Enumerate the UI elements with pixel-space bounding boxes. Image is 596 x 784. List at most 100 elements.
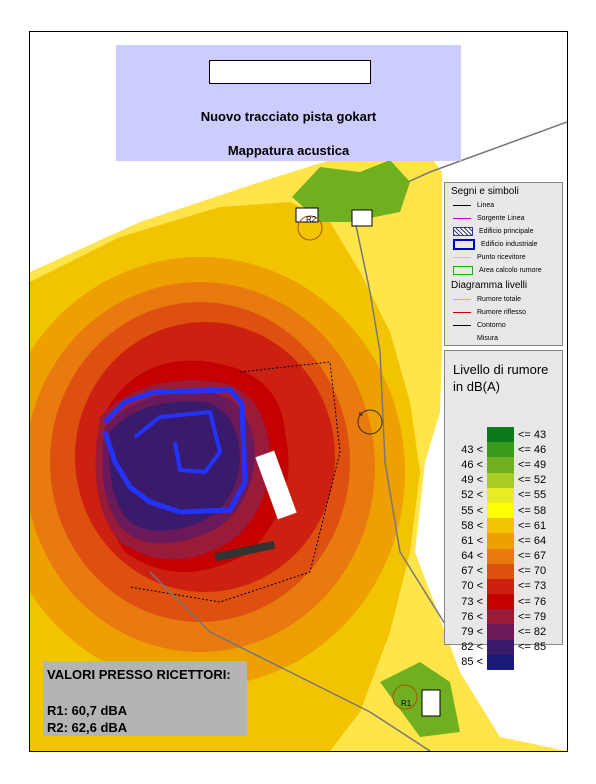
noise-band-upper: <= 76	[518, 595, 547, 608]
noise-band-swatch	[487, 654, 514, 670]
noise-band-swatch	[487, 442, 514, 458]
noise-band-upper: <= 82	[518, 626, 547, 639]
noise-band: 61 < <= 64	[449, 533, 547, 549]
noise-band-swatch	[487, 487, 514, 503]
noise-band: 70 < <= 73	[449, 578, 546, 595]
symbol-row: Area calcolo rumore	[445, 264, 562, 277]
total-noise-symbol	[453, 299, 471, 300]
noise-band-lower: 52 <	[461, 489, 483, 502]
symbol-row: Punto ricevitore	[445, 251, 562, 264]
noise-band-upper: <= 46	[518, 443, 547, 456]
receiver-r2-value: R2: 62,6 dBA	[47, 720, 128, 735]
noise-band-upper: <= 64	[518, 534, 547, 547]
noise-band-upper: <= 85	[518, 641, 547, 654]
kart-track-inner	[133, 409, 223, 475]
noise-band-lower: 70 <	[461, 580, 483, 593]
noise-band-swatch	[487, 533, 514, 549]
noise-band-swatch	[487, 563, 514, 579]
symbol-row: Linea	[445, 199, 562, 212]
noise-band-upper: <= 67	[518, 550, 547, 563]
hatched-structure	[214, 540, 276, 562]
reflected-noise-symbol	[453, 312, 471, 313]
noise-band-lower: 58 <	[461, 519, 483, 532]
symbol-row: Rumore riflesso	[445, 306, 562, 319]
noise-band-lower: 43 <	[461, 443, 483, 456]
noise-band: 46 < <= 49	[449, 457, 547, 473]
noise-band-swatch	[487, 639, 514, 655]
noise-band-upper: <= 49	[518, 458, 547, 471]
noise-band-swatch	[487, 578, 514, 595]
noise-band: 64 < <= 67	[449, 548, 547, 564]
noise-band: 67 < <= 70	[449, 563, 546, 579]
noise-band: 79 < <= 82	[449, 624, 547, 640]
green-area-top	[292, 160, 410, 222]
project-title: Nuovo tracciato pista gokart	[200, 109, 377, 124]
noise-scale: <= 43 43 < <= 46 46 < <= 49 49 < <= 52 52 < <= 5…	[449, 427, 546, 670]
noise-band-lower: 73 <	[461, 595, 483, 608]
noise-band-upper: <= 52	[518, 474, 547, 487]
road-2	[149, 571, 431, 751]
symbol-row: Misura	[477, 335, 499, 342]
source-line-symbol	[453, 218, 471, 219]
symbol-row: Edificio industriale	[445, 238, 562, 251]
line-symbol	[453, 205, 471, 206]
building-r1	[421, 689, 441, 717]
symbols-heading: Segni e simboli	[451, 186, 519, 197]
noise-level-legend: Livello di rumore in dB(A) <= 43 43 < <= 4…	[444, 350, 563, 670]
noise-band-lower: 55 <	[461, 504, 483, 517]
receivers-box: VALORI PRESSO RICETTORI: R1: 60,7 dBA R2…	[43, 661, 247, 736]
symbol-row: Rumore totale	[445, 293, 562, 306]
building-r2	[295, 207, 319, 223]
noise-band-lower: 67 <	[461, 565, 483, 578]
symbol-row: Sorgente Linea	[445, 212, 562, 225]
noise-band: <= 43	[449, 427, 547, 443]
noise-band: 85 <	[449, 654, 546, 670]
kart-track	[102, 387, 248, 515]
noise-band: 73 < <= 76	[449, 594, 547, 610]
noise-band: 55 < <= 58	[449, 502, 547, 519]
noise-band-swatch	[487, 624, 514, 640]
noise-band-upper: <= 61	[518, 519, 547, 532]
receiver-point-symbol	[453, 257, 471, 258]
north-arrow-label: N	[359, 412, 363, 418]
noise-band: 49 < <= 52	[449, 472, 547, 488]
noise-band-swatch	[487, 594, 514, 610]
noise-band-lower: 61 <	[461, 534, 483, 547]
project-subtitle: Mappatura acustica	[227, 143, 350, 158]
symbol-row: Edificio principale	[445, 225, 562, 238]
r2-map-label: R2	[306, 215, 317, 224]
noise-band-swatch	[487, 472, 514, 488]
noise-band-upper: <= 43	[518, 428, 547, 441]
noise-band-lower: 82 <	[461, 641, 483, 654]
noise-band-swatch	[487, 457, 514, 473]
r2-marker	[297, 215, 323, 241]
noise-band: 58 < <= 61	[449, 518, 547, 534]
receiver-r1-value: R1: 60,7 dBA	[47, 703, 128, 718]
noise-band-lower: 46 <	[461, 458, 483, 471]
noise-band: 76 < <= 79	[449, 609, 546, 625]
noise-band-lower: 64 <	[461, 550, 483, 563]
r1-map-label: R1	[401, 699, 412, 708]
noise-band: 43 < <= 46	[449, 442, 547, 458]
r1-marker	[392, 684, 418, 710]
levels-heading: Diagramma livelli	[451, 280, 528, 291]
noise-band-upper: <= 55	[518, 489, 547, 502]
main-building-symbol	[453, 227, 473, 236]
map-frame: R2 R1 N Nuovo tracciato pista gokart Map…	[29, 31, 568, 752]
green-area-bottom	[380, 662, 460, 737]
noise-band-upper: <= 58	[518, 504, 547, 517]
noise-band: 82 < <= 85	[449, 639, 547, 655]
noise-band-swatch	[487, 427, 514, 443]
north-arrow	[357, 409, 383, 435]
noise-band-swatch	[487, 548, 514, 564]
noise-map: R2 R1 N	[30, 121, 567, 751]
noise-level-heading: Livello di rumore in dB(A)	[453, 362, 549, 394]
noise-band-lower: 76 <	[461, 610, 483, 623]
blank-field	[209, 60, 371, 84]
noise-band-lower: 49 <	[461, 474, 483, 487]
receivers-heading: VALORI PRESSO RICETTORI:	[47, 667, 231, 682]
contour-symbol	[453, 325, 471, 326]
symbols-legend: Segni e simboli Linea Sorgente Linea Edi…	[444, 182, 563, 346]
calc-area-symbol	[453, 266, 473, 275]
noise-band-swatch	[487, 518, 514, 534]
